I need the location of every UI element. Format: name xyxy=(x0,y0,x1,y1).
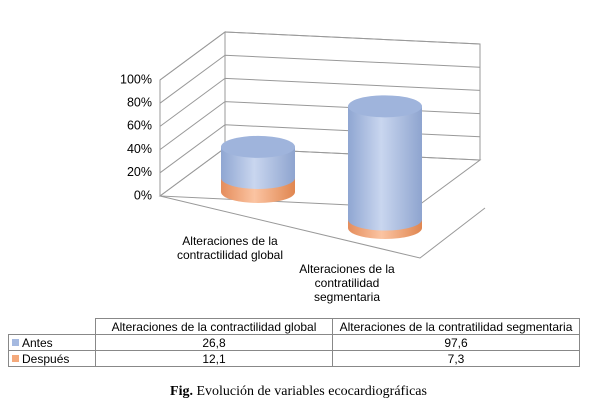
grid-line xyxy=(159,77,481,127)
chart: 0% 20% 40% 60% 80% 100% xyxy=(120,31,486,259)
walls xyxy=(158,31,486,259)
table-value: 97,6 xyxy=(332,334,580,351)
y-tick-label: 100% xyxy=(120,72,152,86)
grid-line xyxy=(159,147,481,197)
grid-line xyxy=(159,31,481,81)
grid-line xyxy=(159,54,481,104)
y-tick-label: 60% xyxy=(127,119,152,133)
data-table: Alteraciones de la contractilidad global… xyxy=(8,318,580,367)
caption: Fig. Evolución de variables ecocardiográ… xyxy=(0,384,597,400)
cylinder-segment xyxy=(348,106,422,231)
table-value: 7,3 xyxy=(332,350,580,367)
legend-label: Antes xyxy=(22,335,53,350)
caption-label: Fig. xyxy=(170,384,193,399)
cylinder-top xyxy=(221,135,295,158)
legend-swatch xyxy=(12,354,19,362)
category-label: Alteraciones de la contractilidad global xyxy=(176,234,284,262)
table-header: Alteraciones de la contractilidad global xyxy=(95,318,333,335)
y-tick-label: 0% xyxy=(134,188,152,202)
y-tick-label: 40% xyxy=(127,142,152,156)
cylinder-segment xyxy=(221,146,295,189)
floor-front xyxy=(159,195,486,259)
grid-line xyxy=(159,124,481,174)
grid-line xyxy=(159,101,481,151)
table-header: Alteraciones de la contratilidad segment… xyxy=(332,318,580,335)
cylinder-top xyxy=(348,95,422,118)
legend-entry: Antes xyxy=(8,334,96,351)
y-tick-label: 80% xyxy=(127,95,152,109)
caption-text: Evolución de variables ecocardiográficas xyxy=(196,384,427,399)
table-value: 12,1 xyxy=(95,350,333,367)
floor xyxy=(158,147,482,209)
legend-entry: Después xyxy=(8,350,96,367)
y-tick-label: 20% xyxy=(127,165,152,179)
category-label: Alteraciones de la contratilidad segment… xyxy=(299,262,395,304)
legend-label: Después xyxy=(22,351,70,366)
legend-swatch xyxy=(12,338,19,346)
table-value: 26,8 xyxy=(95,334,333,351)
